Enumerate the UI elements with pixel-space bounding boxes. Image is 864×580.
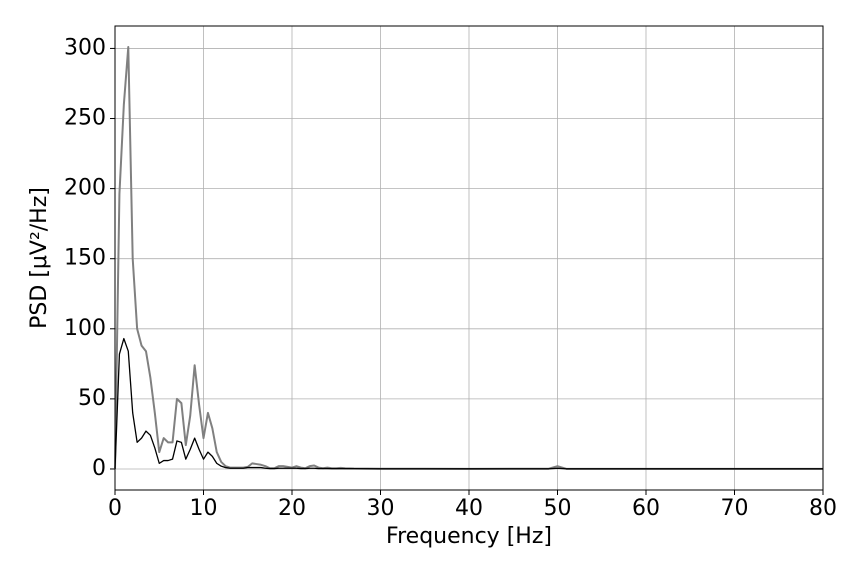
x-tick-label: 70 <box>721 496 749 521</box>
x-tick-label: 60 <box>632 496 660 521</box>
x-axis-label: Frequency [Hz] <box>386 524 552 549</box>
y-tick-label: 150 <box>64 246 106 271</box>
y-tick-label: 300 <box>64 35 106 60</box>
y-tick-label: 200 <box>64 176 106 201</box>
y-tick-label: 100 <box>64 316 106 341</box>
x-tick-label: 80 <box>809 496 837 521</box>
x-tick-label: 40 <box>455 496 483 521</box>
x-tick-label: 30 <box>367 496 395 521</box>
y-tick-label: 250 <box>64 106 106 131</box>
y-tick-label: 0 <box>92 456 106 481</box>
plot-frame <box>114 25 824 491</box>
x-tick-label: 10 <box>190 496 218 521</box>
x-tick-label: 50 <box>544 496 572 521</box>
x-tick-label: 20 <box>278 496 306 521</box>
line-series <box>114 337 823 470</box>
y-axis-label: PSD [μV²/Hz] <box>27 187 52 329</box>
y-tick-label: 50 <box>78 386 106 411</box>
x-tick-label: 0 <box>108 496 122 521</box>
